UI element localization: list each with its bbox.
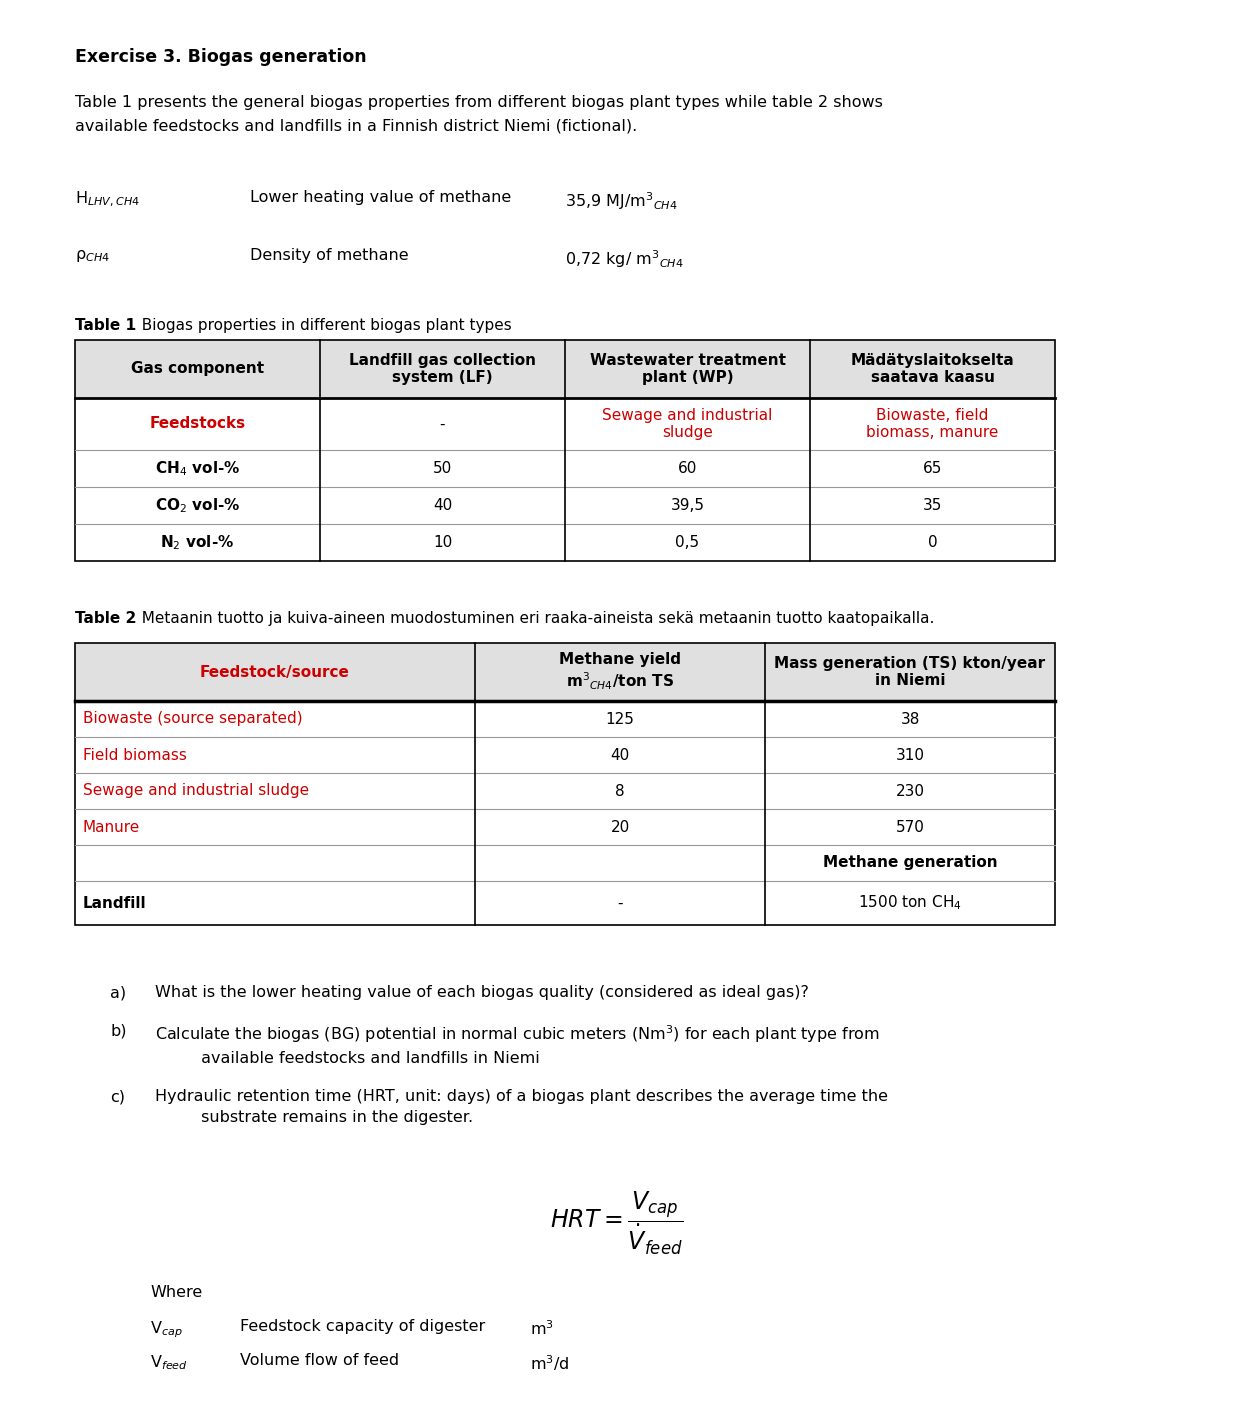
Text: Sewage and industrial
sludge: Sewage and industrial sludge	[602, 408, 772, 440]
Text: Methane generation: Methane generation	[823, 855, 997, 871]
Text: 50: 50	[433, 462, 452, 476]
Bar	[75, 643, 1055, 701]
Text: Density of methane: Density of methane	[251, 248, 408, 263]
Text: 1500 ton CH$_4$: 1500 ton CH$_4$	[858, 893, 963, 912]
Text: Mass generation (TS) kton/year
in Niemi: Mass generation (TS) kton/year in Niemi	[775, 656, 1045, 688]
Text: CO$_2$ vol-%: CO$_2$ vol-%	[154, 496, 241, 515]
Text: Landfill gas collection
system (LF): Landfill gas collection system (LF)	[349, 353, 536, 385]
Text: Sewage and industrial sludge: Sewage and industrial sludge	[83, 783, 310, 799]
Text: Table 1: Table 1	[75, 319, 136, 333]
Text: . Metaanin tuotto ja kuiva-aineen muodostuminen eri raaka-aineista sekä metaanin: . Metaanin tuotto ja kuiva-aineen muodos…	[132, 610, 934, 626]
Text: 40: 40	[611, 748, 629, 762]
Text: Biowaste (source separated): Biowaste (source separated)	[83, 711, 302, 726]
Text: 65: 65	[923, 462, 943, 476]
Text: ρ$_{CH4}$: ρ$_{CH4}$	[75, 248, 110, 263]
Text: Gas component: Gas component	[131, 361, 264, 377]
Text: 570: 570	[896, 820, 924, 834]
Text: 10: 10	[433, 535, 452, 549]
Text: 125: 125	[606, 711, 634, 726]
Text: b): b)	[110, 1022, 127, 1038]
Text: Landfill: Landfill	[83, 895, 147, 910]
Text: V$_{feed}$: V$_{feed}$	[151, 1354, 188, 1372]
Text: 0: 0	[928, 535, 938, 549]
Text: 8: 8	[616, 783, 624, 799]
Text: 38: 38	[901, 711, 919, 726]
Bar	[75, 643, 1055, 925]
Text: Field biomass: Field biomass	[83, 748, 186, 762]
Text: CH$_4$ vol-%: CH$_4$ vol-%	[154, 459, 241, 477]
Text: -: -	[617, 895, 623, 910]
Text: 35: 35	[923, 498, 943, 513]
Text: Feedstock capacity of digester: Feedstock capacity of digester	[239, 1318, 485, 1334]
Text: 0,5: 0,5	[675, 535, 700, 549]
Text: Feedstock/source: Feedstock/source	[200, 664, 350, 680]
Text: Methane yield
m$^3$$_{CH4}$/ton TS: Methane yield m$^3$$_{CH4}$/ton TS	[559, 653, 681, 692]
Text: Feedstocks: Feedstocks	[149, 416, 246, 432]
Text: H$_{LHV,CH4}$: H$_{LHV,CH4}$	[75, 190, 139, 210]
Text: Table 1 presents the general biogas properties from different biogas plant types: Table 1 presents the general biogas prop…	[75, 95, 882, 133]
Text: $HRT = \dfrac{V_{cap}}{\dot{V}_{feed}}$: $HRT = \dfrac{V_{cap}}{\dot{V}_{feed}}$	[550, 1189, 684, 1257]
Text: Mädätyslaitokselta
saatava kaasu: Mädätyslaitokselta saatava kaasu	[850, 353, 1014, 385]
Text: 0,72 kg/ m$^3$$_{CH4}$: 0,72 kg/ m$^3$$_{CH4}$	[565, 248, 684, 269]
Text: 39,5: 39,5	[670, 498, 705, 513]
Text: 35,9 MJ/m$^3$$_{CH4}$: 35,9 MJ/m$^3$$_{CH4}$	[565, 190, 677, 212]
Text: -: -	[439, 416, 445, 432]
Text: m$^3$/d: m$^3$/d	[529, 1354, 569, 1372]
Text: N$_2$ vol-%: N$_2$ vol-%	[160, 534, 234, 552]
Text: m$^3$: m$^3$	[529, 1318, 554, 1338]
Text: a): a)	[110, 986, 126, 1000]
Text: Wastewater treatment
plant (WP): Wastewater treatment plant (WP)	[590, 353, 786, 385]
Text: Calculate the biogas (BG) potential in normal cubic meters (Nm$^3$) for each pla: Calculate the biogas (BG) potential in n…	[155, 1022, 880, 1066]
Text: 310: 310	[896, 748, 924, 762]
Text: Where: Where	[151, 1284, 202, 1300]
Text: . Biogas properties in different biogas plant types: . Biogas properties in different biogas …	[132, 319, 512, 333]
Text: Volume flow of feed: Volume flow of feed	[239, 1354, 399, 1368]
Text: 20: 20	[611, 820, 629, 834]
Bar	[75, 340, 1055, 561]
Text: Lower heating value of methane: Lower heating value of methane	[251, 190, 511, 205]
Text: c): c)	[110, 1089, 125, 1104]
Text: Hydraulic retention time (HRT, unit: days) of a biogas plant describes the avera: Hydraulic retention time (HRT, unit: day…	[155, 1089, 888, 1124]
Text: 60: 60	[677, 462, 697, 476]
Text: Biowaste, field
biomass, manure: Biowaste, field biomass, manure	[866, 408, 998, 440]
Text: V$_{cap}$: V$_{cap}$	[151, 1318, 183, 1340]
Text: Manure: Manure	[83, 820, 141, 834]
Text: What is the lower heating value of each biogas quality (considered as ideal gas): What is the lower heating value of each …	[155, 986, 808, 1000]
Text: 230: 230	[896, 783, 924, 799]
Text: 40: 40	[433, 498, 452, 513]
Text: Exercise 3. Biogas generation: Exercise 3. Biogas generation	[75, 48, 366, 67]
Text: Table 2: Table 2	[75, 610, 136, 626]
Bar	[75, 340, 1055, 398]
